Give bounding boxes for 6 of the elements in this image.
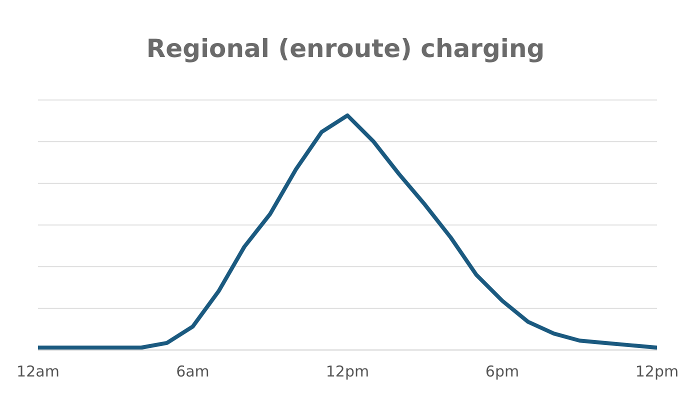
- x-tick-label: 12am: [16, 362, 60, 381]
- x-tick-label: 6am: [176, 362, 210, 381]
- chart-title: Regional (enroute) charging: [145, 34, 546, 63]
- x-tick-label: 6pm: [485, 362, 520, 381]
- x-tick-label: 12pm: [326, 362, 370, 381]
- x-tick-label: 12pm: [635, 362, 679, 381]
